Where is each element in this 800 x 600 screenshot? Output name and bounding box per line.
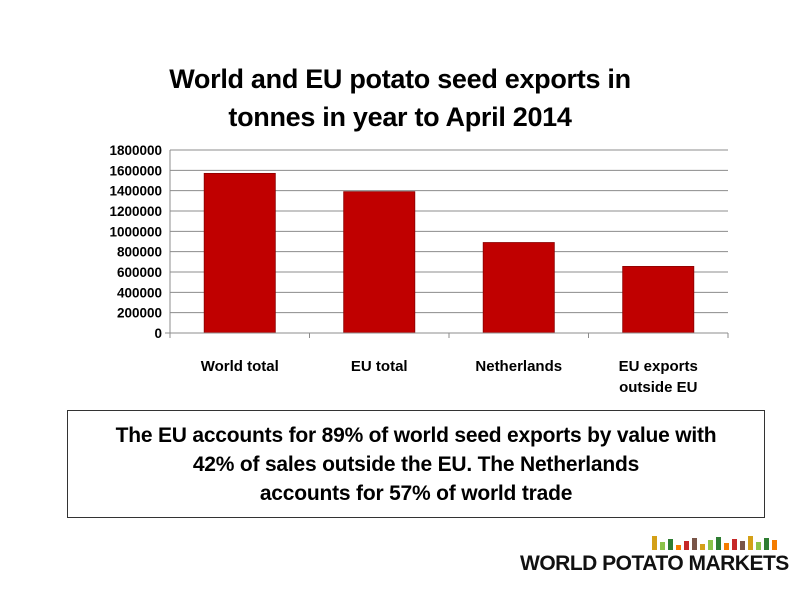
brand-bar-mark — [764, 538, 769, 550]
y-tick-labels: 0 200000 400000 600000 800000 1000000 1200000 1… — [109, 143, 162, 341]
brand-bar-mark — [740, 541, 745, 550]
category-label: EU total — [351, 358, 408, 375]
brand-bar-mark — [724, 543, 729, 550]
note-box: The EU accounts for 89% of world seed ex… — [67, 410, 765, 518]
y-tick-label: 400000 — [117, 285, 162, 300]
y-tick-label: 1000000 — [109, 224, 162, 239]
y-tick-label: 600000 — [117, 265, 162, 280]
brand-bar-mark — [756, 542, 761, 550]
brand-bar-mark — [652, 536, 657, 550]
category-label: EU exports — [619, 358, 698, 375]
bar — [203, 172, 276, 334]
brand-bars-icon — [652, 536, 777, 550]
brand-bar-mark — [732, 539, 737, 550]
y-tick-label: 1600000 — [109, 163, 162, 178]
note-text: The EU accounts for 89% of world seed ex… — [116, 421, 717, 508]
brand-bar-mark — [772, 540, 777, 550]
brand-name: WORLD POTATO MARKETS — [520, 552, 789, 575]
brand-bar-mark — [700, 544, 705, 550]
bar-chart: 0 200000 400000 600000 800000 1000000 1200000 1… — [109, 143, 729, 396]
y-tick-label: 1800000 — [109, 143, 162, 158]
note-line-1: The EU accounts for 89% of world seed ex… — [115, 423, 717, 447]
brand-logo: WORLD POTATO MARKETS — [520, 530, 789, 580]
category-label: outside EU — [619, 379, 697, 396]
brand-bar-mark — [676, 545, 681, 550]
bar — [343, 191, 416, 334]
note-line-3: accounts for 57% of world trade — [259, 481, 573, 505]
bar — [482, 242, 555, 334]
axes — [165, 150, 729, 338]
category-labels: World total EU total Netherlands EU exports… — [201, 358, 698, 396]
brand-bar-mark — [660, 542, 665, 550]
y-tick-label: 1400000 — [109, 184, 162, 199]
bar — [622, 266, 695, 334]
brand-bar-mark — [708, 540, 713, 550]
chart-title: World and EU potato seed exports in tonn… — [0, 60, 800, 136]
y-tick-label: 0 — [154, 326, 162, 341]
y-tick-label: 200000 — [117, 306, 162, 321]
note-line-2: 42% of sales outside the EU. The Netherl… — [192, 452, 640, 476]
chart-title-line-2: tonnes in year to April 2014 — [228, 102, 572, 132]
brand-bar-mark — [692, 538, 697, 550]
bars — [203, 172, 695, 334]
brand-bar-mark — [716, 537, 721, 550]
category-label: World total — [201, 358, 279, 375]
category-label: Netherlands — [475, 358, 562, 375]
brand-bar-mark — [748, 536, 753, 550]
brand-bar-mark — [684, 541, 689, 550]
brand-bar-mark — [668, 539, 673, 550]
y-tick-label: 1200000 — [109, 204, 162, 219]
y-tick-label: 800000 — [117, 245, 162, 260]
chart-title-line-1: World and EU potato seed exports in — [169, 64, 631, 94]
